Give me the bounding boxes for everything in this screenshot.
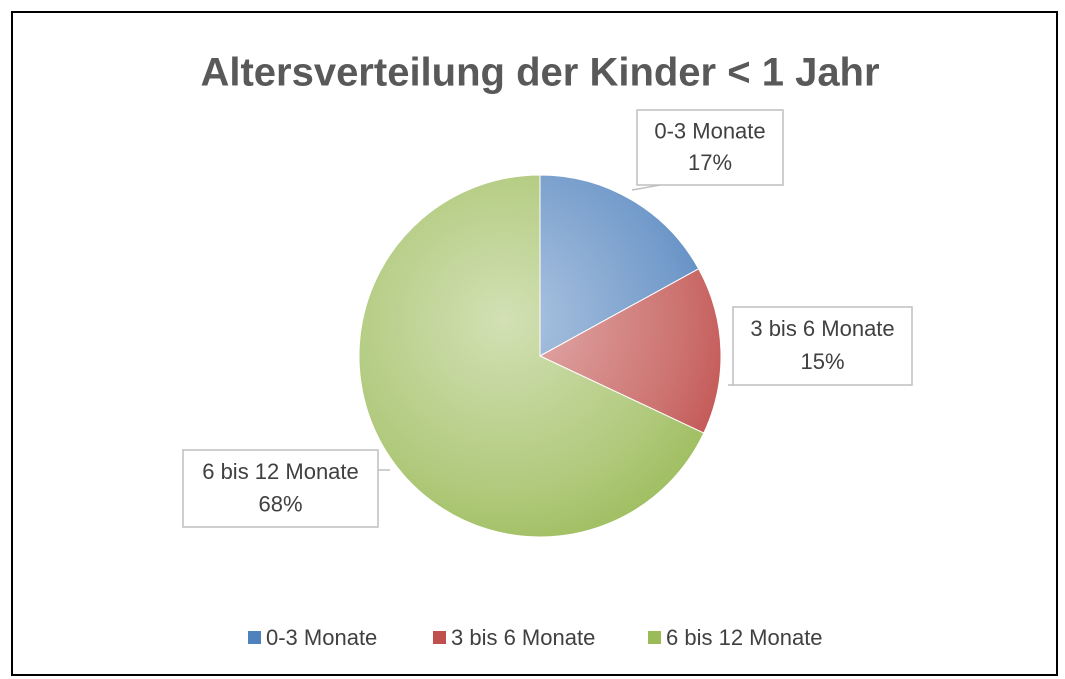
callout-category: 0-3 Monate: [654, 118, 765, 143]
callout-box: [636, 109, 784, 186]
legend-swatch: [433, 631, 446, 644]
data-callout: 6 bis 12 Monate 68%: [182, 449, 390, 528]
legend-label: 6 bis 12 Monate: [666, 625, 823, 650]
chart-title: Altersverteilung der Kinder < 1 Jahr: [200, 51, 879, 95]
callout-box: [732, 306, 913, 386]
legend-swatch: [248, 631, 261, 644]
data-callout: 3 bis 6 Monate 15%: [728, 306, 913, 386]
callout-box: [182, 449, 379, 528]
legend-label: 0-3 Monate: [266, 625, 377, 650]
legend-label: 3 bis 6 Monate: [451, 625, 595, 650]
callout-category: 6 bis 12 Monate: [202, 459, 359, 484]
data-label: 15%: [800, 349, 844, 374]
callout-pointer: [631, 184, 661, 191]
callout-category: 3 bis 6 Monate: [750, 316, 894, 341]
legend-swatch: [648, 631, 661, 644]
data-label: 17%: [688, 150, 732, 175]
data-callout: 0-3 Monate 17%: [631, 109, 784, 191]
data-label: 68%: [258, 491, 302, 516]
